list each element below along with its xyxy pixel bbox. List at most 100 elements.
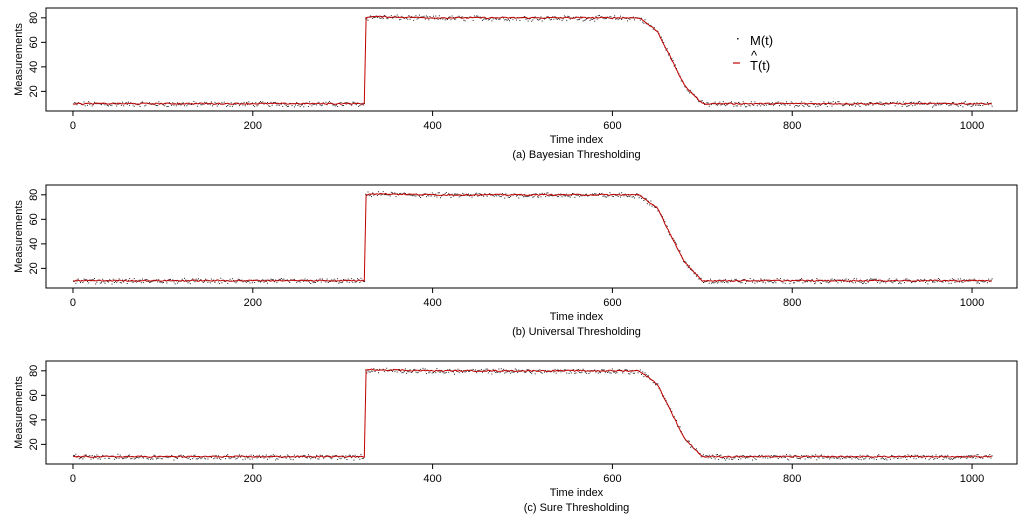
observed-point xyxy=(79,282,81,284)
observed-point xyxy=(849,457,851,459)
observed-point xyxy=(632,16,634,18)
observed-point xyxy=(446,18,448,20)
observed-point xyxy=(498,195,500,197)
observed-point xyxy=(153,280,155,282)
observed-point xyxy=(96,454,98,456)
observed-point xyxy=(312,457,314,459)
observed-point xyxy=(175,105,177,107)
observed-point xyxy=(235,458,237,460)
observed-point xyxy=(580,372,582,374)
observed-point xyxy=(719,279,721,281)
observed-point xyxy=(214,101,216,103)
observed-point xyxy=(684,86,686,88)
observed-point xyxy=(709,456,711,458)
observed-point xyxy=(583,19,585,21)
observed-point xyxy=(877,102,879,104)
observed-point xyxy=(673,239,675,241)
observed-point xyxy=(417,17,419,19)
observed-point xyxy=(139,106,141,108)
observed-point xyxy=(236,457,238,459)
observed-point xyxy=(298,457,300,459)
observed-point xyxy=(428,372,430,374)
observed-point xyxy=(584,19,586,21)
observed-point xyxy=(316,104,318,106)
observed-point xyxy=(123,281,125,283)
observed-point xyxy=(888,278,890,280)
observed-point xyxy=(621,18,623,20)
observed-point xyxy=(126,456,128,458)
observed-point xyxy=(615,372,617,374)
observed-point xyxy=(856,102,858,104)
observed-point xyxy=(349,455,351,457)
observed-point xyxy=(887,279,889,281)
observed-point xyxy=(91,455,93,457)
observed-point xyxy=(991,455,993,457)
observed-point xyxy=(642,21,644,23)
observed-point xyxy=(209,104,211,106)
observed-point xyxy=(988,104,990,106)
observed-point xyxy=(762,282,764,284)
observed-point xyxy=(396,14,398,16)
observed-point xyxy=(637,372,639,374)
observed-point xyxy=(546,371,548,373)
x-tick-label: 200 xyxy=(244,120,262,132)
plot-frame xyxy=(45,7,1018,112)
observed-point xyxy=(843,280,845,282)
observed-point xyxy=(94,455,96,457)
observed-point xyxy=(115,457,117,459)
observed-point xyxy=(355,104,357,106)
observed-point xyxy=(700,100,702,102)
observed-point xyxy=(823,101,825,103)
observed-point xyxy=(546,16,548,18)
observed-point xyxy=(568,16,570,18)
observed-point xyxy=(490,17,492,19)
observed-point xyxy=(567,15,569,17)
observed-point xyxy=(616,371,618,373)
observed-point xyxy=(512,371,514,373)
observed-point xyxy=(286,454,288,456)
observed-point xyxy=(132,281,134,283)
observed-point xyxy=(82,104,84,106)
observed-point xyxy=(859,105,861,107)
observed-point xyxy=(673,416,675,418)
observed-point xyxy=(891,281,893,283)
observed-point xyxy=(671,58,673,60)
observed-point xyxy=(533,17,535,19)
observed-point xyxy=(618,18,620,20)
observed-point xyxy=(688,265,690,267)
observed-point xyxy=(845,278,847,280)
observed-point xyxy=(366,18,368,20)
observed-point xyxy=(84,454,86,456)
observed-point xyxy=(532,196,534,198)
observed-point xyxy=(422,195,424,197)
x-tick-label: 1000 xyxy=(960,297,984,309)
observed-point xyxy=(941,103,943,105)
observed-point xyxy=(403,192,405,194)
observed-point xyxy=(305,280,307,282)
observed-point xyxy=(565,369,567,371)
observed-point xyxy=(258,454,260,456)
observed-point xyxy=(906,106,908,108)
observed-point xyxy=(113,282,115,284)
y-axis-label: Measurements xyxy=(13,376,25,449)
observed-point xyxy=(304,278,306,280)
observed-point xyxy=(618,192,620,194)
observed-point xyxy=(335,281,337,283)
observed-point xyxy=(251,282,253,284)
observed-point xyxy=(531,194,533,196)
observed-point xyxy=(969,278,971,280)
observed-point xyxy=(612,196,614,198)
observed-point xyxy=(510,195,512,197)
observed-point xyxy=(794,455,796,457)
observed-point xyxy=(563,195,565,197)
observed-point xyxy=(574,196,576,198)
observed-point xyxy=(651,205,653,207)
observed-point xyxy=(837,282,839,284)
observed-point xyxy=(108,457,110,459)
observed-point xyxy=(951,278,953,280)
observed-point xyxy=(229,458,231,460)
observed-point xyxy=(896,457,898,459)
observed-point xyxy=(533,196,535,198)
observed-point xyxy=(960,104,962,106)
